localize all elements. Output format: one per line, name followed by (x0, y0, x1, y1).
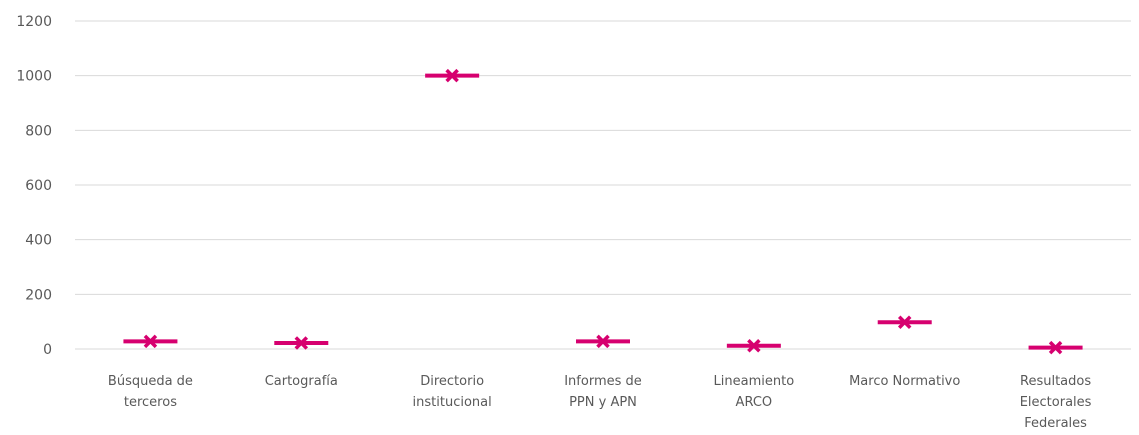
gridlines (75, 20, 1131, 350)
x-tick-label: Directorio institucional (413, 374, 492, 410)
x-marker-stroke (897, 315, 912, 329)
x-tick-label-line: Informes de (564, 374, 642, 389)
x-tick-label: Marco Normativo (849, 374, 960, 389)
y-tick-label: 1200 (16, 14, 52, 30)
x-marker-stroke (445, 68, 459, 83)
data-point (576, 334, 630, 349)
x-tick-label: Informes de PPN y APN (564, 374, 642, 410)
x-tick-label-line: Electorales (1020, 395, 1092, 410)
x-marker-stroke (1048, 340, 1063, 355)
x-marker-stroke (294, 336, 309, 350)
x-marker-stroke (143, 334, 158, 349)
y-tick-label: 0 (43, 342, 52, 358)
y-tick-label: 200 (25, 287, 52, 303)
x-tick-label-line: institucional (413, 395, 492, 410)
data-point (123, 334, 178, 349)
x-tick-label-line: Directorio (420, 374, 484, 389)
x-tick-label-line: Cartografía (265, 374, 338, 389)
x-tick-label-line: Resultados (1020, 374, 1091, 389)
x-tick-label: Resultados Electorales Federales (1020, 374, 1092, 431)
data-markers (123, 68, 1083, 355)
y-tick-label: 1000 (16, 69, 52, 85)
data-point (1028, 340, 1083, 355)
y-tick-label: 400 (25, 233, 52, 249)
x-axis-tick-labels: Búsqueda de terceros Cartografía Directorio… (108, 374, 1092, 431)
y-tick-label: 800 (25, 123, 52, 139)
x-marker-stroke (596, 334, 610, 349)
x-tick-label: Búsqueda de terceros (108, 374, 193, 410)
data-point (274, 336, 329, 350)
x-tick-label: Lineamiento ARCO (714, 374, 795, 410)
x-tick-label-line: Búsqueda de (108, 374, 193, 389)
data-point (425, 68, 480, 83)
data-point (726, 338, 781, 353)
x-tick-label-line: terceros (124, 395, 177, 410)
x-tick-label-line: Lineamiento (714, 374, 795, 389)
x-tick-label-line: PPN y APN (569, 395, 637, 410)
x-tick-label-line: Federales (1024, 416, 1087, 431)
x-tick-label-line: Marco Normativo (849, 374, 960, 389)
x-tick-label: Cartografía (265, 374, 338, 389)
data-point (877, 315, 932, 329)
y-axis-tick-labels: 0 200 400 600 800 1000 1200 (16, 14, 52, 358)
y-tick-label: 600 (25, 178, 52, 194)
x-tick-label-line: ARCO (736, 395, 773, 410)
x-marker-stroke (747, 338, 761, 353)
